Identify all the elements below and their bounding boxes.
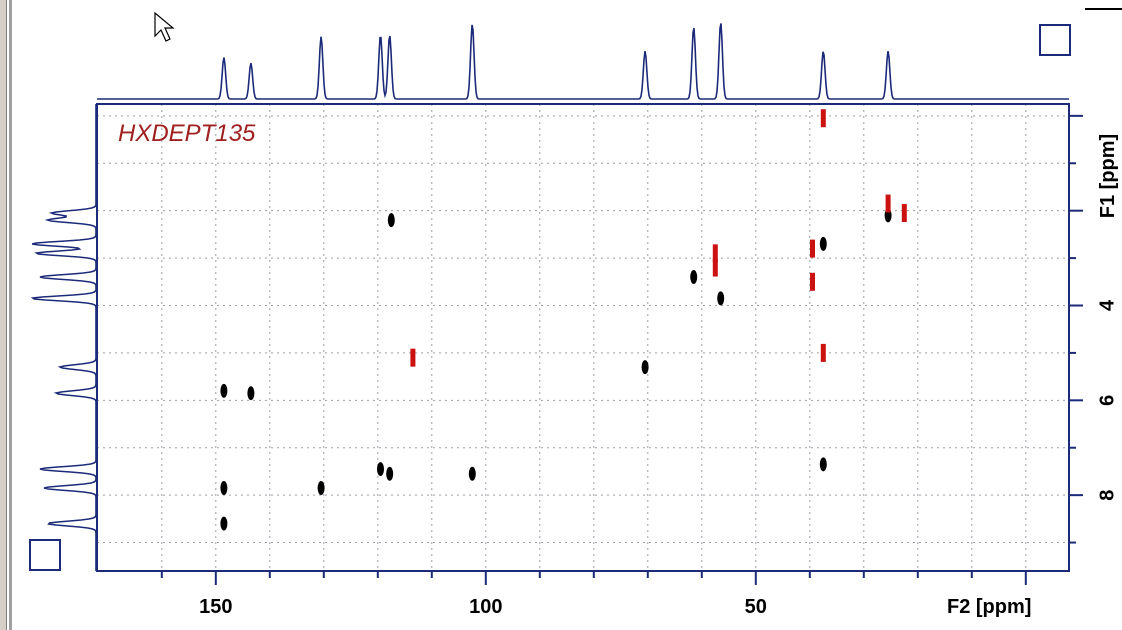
y-tick-label: 4 <box>1096 299 1118 311</box>
x-tick-label: 50 <box>745 596 767 618</box>
cross-peak-negative <box>712 258 718 277</box>
y-axis-title: F1 [ppm] <box>1097 134 1119 218</box>
cross-peak-negative <box>820 343 826 362</box>
cross-peak-positive <box>641 360 649 375</box>
grid-lines <box>97 104 1069 571</box>
y-tick-label: 6 <box>1096 395 1118 406</box>
mouse-cursor-icon <box>154 11 175 42</box>
cross-peak-positive <box>386 466 394 481</box>
f2-projection-select-box[interactable] <box>1039 24 1071 56</box>
window-frame-left <box>0 0 7 630</box>
cross-peak-positive <box>247 386 255 401</box>
experiment-title: HXDEPT135 <box>118 120 256 147</box>
f2-projection-trace <box>97 23 1069 100</box>
cross-peak-negative <box>712 244 718 263</box>
cross-peak-positive <box>819 236 827 251</box>
cross-peak-positive <box>819 457 827 472</box>
f1-projection-trace <box>30 104 97 571</box>
x-tick-label: 150 <box>199 596 232 618</box>
f1-projection-line <box>30 104 97 571</box>
cross-peak-negative <box>810 272 815 291</box>
cross-peak-positive <box>690 270 698 285</box>
x-tick-label: 100 <box>469 596 502 618</box>
cross-peak-positive <box>387 213 395 228</box>
cross-peak-positive <box>468 466 476 481</box>
cross-peak-positive <box>220 516 228 531</box>
plot-frame <box>96 103 1070 572</box>
window-frame-top-right <box>1085 8 1122 10</box>
cross-peak-negative <box>901 204 907 223</box>
cross-peak-negative <box>820 109 826 128</box>
cross-peak-positive <box>220 481 228 496</box>
cross-peak-positive <box>717 291 725 306</box>
cross-peak-positive <box>317 481 325 496</box>
cross-peak-negative <box>810 239 815 258</box>
cross-peak-positive <box>220 383 228 398</box>
x-axis-title: F2 [ppm] <box>947 596 1031 618</box>
x-axis-ticks: 150 100 50 <box>160 571 1027 618</box>
cross-peak-negative <box>410 348 416 367</box>
window-frame-divider <box>9 0 12 630</box>
cross-peaks <box>220 109 907 531</box>
f2-projection-line <box>97 23 1069 100</box>
f1-projection-select-box[interactable] <box>29 539 61 571</box>
y-axis-ticks: 4 6 8 <box>1069 114 1118 544</box>
cross-peak-negative <box>885 194 891 213</box>
cross-peak-positive <box>377 462 384 477</box>
y-tick-label: 8 <box>1096 490 1118 501</box>
